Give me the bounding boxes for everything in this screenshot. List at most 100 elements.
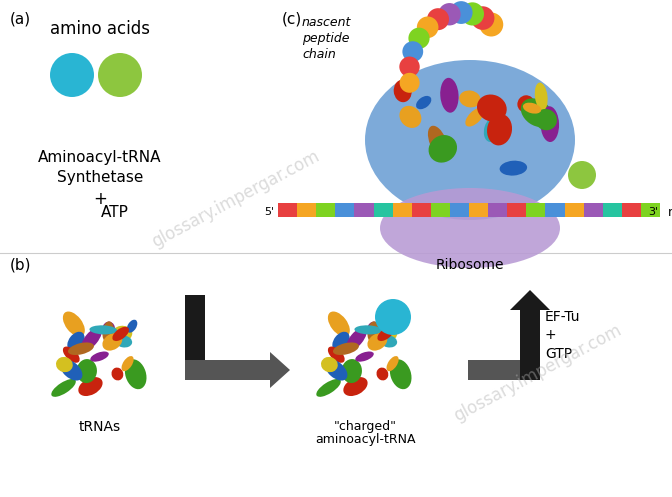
- Circle shape: [479, 12, 503, 36]
- Text: EF-Tu
+
GTP: EF-Tu + GTP: [545, 310, 581, 361]
- Ellipse shape: [394, 80, 412, 102]
- Ellipse shape: [67, 331, 85, 351]
- Ellipse shape: [328, 312, 350, 336]
- Bar: [335, 203, 354, 217]
- Ellipse shape: [428, 126, 448, 157]
- Ellipse shape: [365, 60, 575, 220]
- Ellipse shape: [346, 328, 367, 351]
- Text: glossary.impergar.com: glossary.impergar.com: [451, 321, 624, 425]
- Ellipse shape: [368, 333, 387, 350]
- Ellipse shape: [317, 379, 341, 397]
- Ellipse shape: [380, 335, 397, 347]
- Ellipse shape: [60, 359, 83, 381]
- Polygon shape: [468, 360, 540, 380]
- Ellipse shape: [343, 377, 368, 396]
- Ellipse shape: [523, 103, 541, 114]
- Ellipse shape: [477, 94, 507, 122]
- Ellipse shape: [77, 359, 97, 383]
- Ellipse shape: [429, 135, 457, 163]
- Bar: [374, 203, 392, 217]
- Ellipse shape: [484, 116, 502, 142]
- Polygon shape: [185, 352, 290, 388]
- Circle shape: [427, 8, 449, 30]
- Circle shape: [461, 2, 484, 25]
- Circle shape: [438, 3, 461, 25]
- Ellipse shape: [535, 109, 557, 130]
- Ellipse shape: [465, 108, 485, 127]
- Text: (c): (c): [282, 12, 302, 27]
- Text: tRNAs: tRNAs: [79, 420, 121, 434]
- Ellipse shape: [499, 161, 527, 175]
- Bar: [488, 203, 507, 217]
- Ellipse shape: [380, 188, 560, 268]
- Bar: [412, 203, 431, 217]
- Bar: [354, 203, 374, 217]
- Circle shape: [417, 16, 438, 38]
- Ellipse shape: [79, 377, 103, 396]
- Circle shape: [450, 1, 472, 24]
- Bar: [431, 203, 450, 217]
- Text: ATP: ATP: [101, 205, 129, 220]
- Ellipse shape: [111, 326, 132, 342]
- Ellipse shape: [376, 326, 397, 342]
- Ellipse shape: [63, 346, 80, 363]
- Ellipse shape: [333, 331, 349, 351]
- Ellipse shape: [390, 359, 411, 389]
- Ellipse shape: [535, 83, 548, 110]
- Bar: [450, 203, 469, 217]
- Bar: [546, 203, 564, 217]
- Ellipse shape: [115, 335, 132, 347]
- Ellipse shape: [367, 322, 380, 338]
- Bar: [392, 203, 412, 217]
- Ellipse shape: [355, 351, 374, 362]
- Ellipse shape: [102, 322, 114, 342]
- Ellipse shape: [89, 326, 117, 334]
- Text: 3': 3': [648, 207, 658, 217]
- Ellipse shape: [328, 346, 345, 363]
- Ellipse shape: [68, 342, 94, 355]
- Ellipse shape: [112, 368, 123, 380]
- Ellipse shape: [63, 312, 85, 336]
- Circle shape: [403, 41, 423, 62]
- Text: +: +: [93, 190, 107, 208]
- Ellipse shape: [341, 359, 362, 383]
- Bar: [564, 203, 583, 217]
- Ellipse shape: [378, 327, 394, 341]
- Ellipse shape: [517, 95, 534, 112]
- Bar: [507, 203, 526, 217]
- Ellipse shape: [354, 326, 382, 334]
- Bar: [297, 203, 317, 217]
- Circle shape: [400, 73, 419, 93]
- Ellipse shape: [56, 357, 73, 372]
- Bar: [603, 203, 622, 217]
- Ellipse shape: [127, 320, 137, 332]
- Text: nascent
peptide
chain: nascent peptide chain: [302, 16, 351, 61]
- Bar: [317, 203, 335, 217]
- Text: (b): (b): [10, 258, 32, 273]
- Circle shape: [98, 53, 142, 97]
- Ellipse shape: [440, 78, 458, 113]
- Ellipse shape: [102, 322, 115, 338]
- Text: Aminoacyl-tRNA
Synthetase: Aminoacyl-tRNA Synthetase: [38, 150, 162, 185]
- Ellipse shape: [416, 96, 431, 109]
- Ellipse shape: [102, 333, 122, 350]
- Circle shape: [375, 299, 411, 335]
- Text: (a): (a): [10, 12, 31, 27]
- Bar: [526, 203, 546, 217]
- Ellipse shape: [368, 322, 379, 342]
- Bar: [469, 203, 488, 217]
- Ellipse shape: [392, 320, 403, 332]
- Circle shape: [409, 28, 429, 49]
- Bar: [622, 203, 641, 217]
- Ellipse shape: [487, 114, 512, 146]
- Bar: [583, 203, 603, 217]
- Ellipse shape: [386, 356, 398, 371]
- Ellipse shape: [376, 368, 388, 380]
- Text: amino acids: amino acids: [50, 20, 150, 38]
- Ellipse shape: [51, 379, 76, 397]
- Circle shape: [399, 57, 420, 77]
- Ellipse shape: [399, 106, 421, 128]
- Text: 5': 5': [264, 207, 274, 217]
- Ellipse shape: [321, 357, 338, 372]
- Ellipse shape: [112, 327, 129, 341]
